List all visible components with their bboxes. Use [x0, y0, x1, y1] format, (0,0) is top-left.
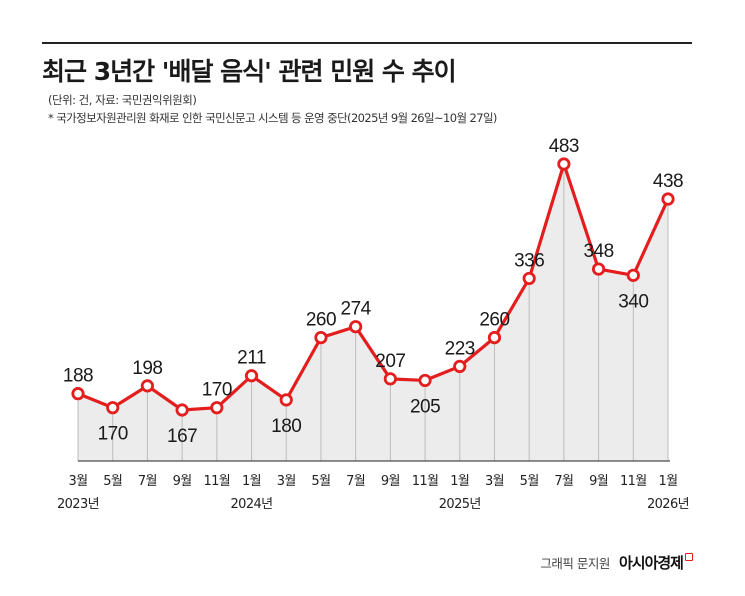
drop-lines — [77, 164, 669, 461]
x-tick-label: 3월 — [485, 474, 504, 489]
data-points — [71, 157, 675, 417]
x-tick-label: 9월 — [589, 474, 608, 489]
data-point — [210, 401, 224, 415]
data-point — [453, 359, 467, 374]
x-tick-label: 11월 — [620, 474, 647, 489]
x-tick-labels: 3월 5월 7월 9월 11월 1월 3월 5월 7월 9월 11월 1월 3월 5월 7월 9월 11월 1월 — [68, 474, 678, 489]
data-point — [418, 373, 432, 388]
year-label: 2026년 — [647, 497, 689, 512]
data-label: 198 — [132, 358, 162, 379]
data-label: 260 — [306, 310, 336, 331]
top-rule — [42, 42, 692, 44]
data-point — [487, 331, 502, 345]
data-label: 211 — [237, 348, 266, 369]
data-point — [106, 401, 120, 415]
series-line-layer — [77, 162, 670, 412]
data-label: 274 — [341, 299, 372, 320]
data-label: 260 — [479, 310, 509, 331]
x-tick-label: 1월 — [242, 474, 261, 489]
x-tick-label: 5월 — [103, 474, 122, 489]
data-label: 205 — [410, 396, 440, 417]
graphic-credit: 그래픽 문지원 — [540, 556, 610, 571]
year-label: 2025년 — [439, 497, 481, 512]
data-label: 348 — [583, 241, 613, 262]
data-point — [557, 157, 571, 171]
unit-source-note: (단위: 건, 자료: 국민권익위원회) — [48, 93, 197, 107]
year-label: 2024년 — [231, 497, 273, 512]
area-layer — [78, 164, 668, 461]
data-label: 336 — [514, 250, 544, 271]
data-label: 170 — [202, 380, 232, 401]
data-label: 483 — [549, 136, 579, 157]
x-tick-label: 3월 — [68, 474, 87, 489]
data-point — [175, 403, 189, 417]
data-point — [140, 379, 155, 393]
data-point — [279, 393, 293, 407]
series-line — [77, 162, 670, 412]
data-point — [244, 369, 259, 383]
x-tick-label: 9월 — [173, 474, 192, 489]
data-label: 167 — [167, 426, 197, 447]
page-title: 최근 3년간 '배달 음식' 관련 민원 수 추이 — [42, 57, 457, 86]
data-point — [314, 331, 328, 345]
data-label: 340 — [618, 291, 648, 312]
data-point — [591, 262, 606, 276]
data-label: 207 — [375, 351, 405, 372]
x-tick-label: 1월 — [658, 474, 677, 489]
x-tick-label: 7월 — [346, 474, 365, 489]
x-tick-label: 11월 — [203, 474, 230, 489]
data-label: 180 — [271, 416, 301, 437]
x-tick-label: 1월 — [450, 474, 469, 489]
footer: 그래픽 문지원 아시아경제 — [540, 552, 693, 573]
footnote: * 국가정보자원관리원 화재로 인한 국민신문고 시스템 등 운영 중단(202… — [48, 111, 497, 125]
data-point — [71, 387, 85, 401]
x-tick-label: 11월 — [412, 474, 439, 489]
data-point — [661, 192, 675, 206]
data-point — [349, 320, 363, 334]
data-point — [522, 271, 536, 286]
x-tick-label: 9월 — [381, 474, 400, 489]
area-fill — [78, 164, 668, 461]
x-tick-label: 3월 — [277, 474, 296, 489]
x-tick-label: 7월 — [554, 474, 573, 489]
data-label: 438 — [653, 171, 683, 192]
year-label: 2023년 — [57, 497, 99, 512]
x-tick-label: 5월 — [311, 474, 330, 489]
year-labels: 2023년 2024년 2025년 2026년 — [57, 497, 690, 512]
data-labels: 1881701981671702111802602742072052232603… — [63, 136, 684, 447]
x-tick-label: 7월 — [138, 474, 157, 489]
brand-mark-icon — [685, 553, 693, 561]
data-label: 170 — [98, 424, 128, 445]
data-point — [626, 268, 640, 282]
data-point — [383, 372, 397, 386]
brand-logo: 아시아경제 — [618, 554, 684, 572]
data-label: 223 — [445, 338, 475, 359]
x-tick-label: 5월 — [520, 474, 539, 489]
data-label: 188 — [63, 366, 93, 387]
